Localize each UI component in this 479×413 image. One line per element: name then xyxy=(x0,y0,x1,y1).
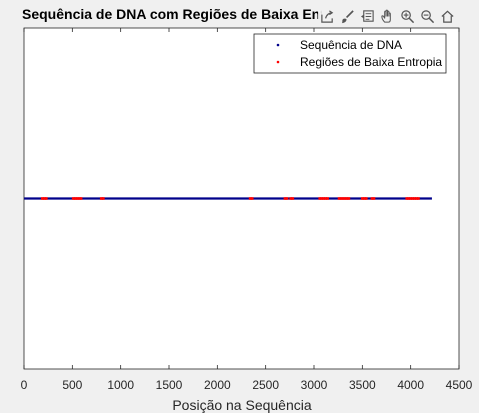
legend-marker-sequence xyxy=(276,43,280,47)
datatip-icon[interactable] xyxy=(358,7,376,25)
low-entropy-point xyxy=(337,197,341,200)
low-entropy-point xyxy=(360,197,364,200)
low-entropy-point xyxy=(318,197,322,200)
x-axis: 0 500 1000 1500 2000 2500 3000 3500 4000 4500 xyxy=(21,28,473,392)
zoom-in-icon[interactable] xyxy=(398,7,416,25)
zoom-out-icon[interactable] xyxy=(418,7,436,25)
low-entropy-point xyxy=(283,197,287,200)
low-entropy-point xyxy=(44,197,48,200)
low-entropy-point xyxy=(101,197,105,200)
low-entropy-point xyxy=(413,197,416,200)
low-entropy-point xyxy=(415,197,418,200)
legend[interactable]: Sequência de DNA Regiões de Baixa Entrop… xyxy=(253,33,447,74)
low-entropy-point xyxy=(248,197,252,200)
legend-box xyxy=(253,33,447,74)
x-tick-label: 2500 xyxy=(252,378,279,392)
low-entropy-point xyxy=(71,197,75,200)
chart-title: Sequência de DNA com Regiões de Baixa En… xyxy=(22,6,322,22)
low-entropy-point xyxy=(364,197,368,200)
low-entropy-point xyxy=(99,197,103,200)
low-entropy-point xyxy=(343,197,347,200)
low-entropy-point xyxy=(250,197,254,200)
low-entropy-point xyxy=(372,197,376,200)
low-entropy-point xyxy=(345,197,349,200)
low-entropy-point xyxy=(362,197,366,200)
low-entropy-point xyxy=(324,197,327,200)
low-entropy-point xyxy=(341,197,345,200)
low-entropy-point xyxy=(291,197,295,200)
x-tick-label: 4500 xyxy=(446,378,473,392)
x-tick-label: 500 xyxy=(62,378,82,392)
low-entropy-point xyxy=(417,197,420,200)
low-entropy-point xyxy=(40,197,44,200)
low-entropy-point xyxy=(289,197,293,200)
x-tick-label: 0 xyxy=(21,378,28,392)
x-tick-label: 3000 xyxy=(301,378,328,392)
low-entropy-point xyxy=(79,197,83,200)
low-entropy-point xyxy=(326,197,329,200)
legend-label-low-entropy: Regiões de Baixa Entropia xyxy=(300,55,442,69)
low-entropy-point xyxy=(347,197,351,200)
low-entropy-point xyxy=(75,197,79,200)
low-entropy-point xyxy=(77,197,81,200)
x-tick-label: 1500 xyxy=(156,378,183,392)
brush-icon[interactable] xyxy=(338,7,356,25)
x-axis-label: Posição na Sequência xyxy=(172,397,312,413)
low-entropy-point xyxy=(411,197,414,200)
low-entropy-point xyxy=(407,197,411,200)
legend-label-sequence: Sequência de DNA xyxy=(300,38,402,52)
axes-toolbar xyxy=(318,6,456,26)
low-entropy-point xyxy=(409,197,413,200)
x-tick-label: 2000 xyxy=(204,378,231,392)
x-tick-label: 3500 xyxy=(349,378,376,392)
low-entropy-point xyxy=(405,197,409,200)
low-entropy-point xyxy=(370,197,374,200)
x-tick-label: 4000 xyxy=(397,378,424,392)
home-icon[interactable] xyxy=(438,7,456,25)
x-tick-label: 1000 xyxy=(107,378,134,392)
low-entropy-point xyxy=(285,197,289,200)
low-entropy-point xyxy=(320,197,324,200)
low-entropy-point xyxy=(322,197,326,200)
legend-marker-low-entropy xyxy=(276,60,280,64)
low-entropy-point xyxy=(42,197,46,200)
export-icon[interactable] xyxy=(318,7,336,25)
data-layer xyxy=(24,197,432,200)
low-entropy-point xyxy=(73,197,77,200)
low-entropy-point xyxy=(339,197,343,200)
pan-icon[interactable] xyxy=(378,7,396,25)
